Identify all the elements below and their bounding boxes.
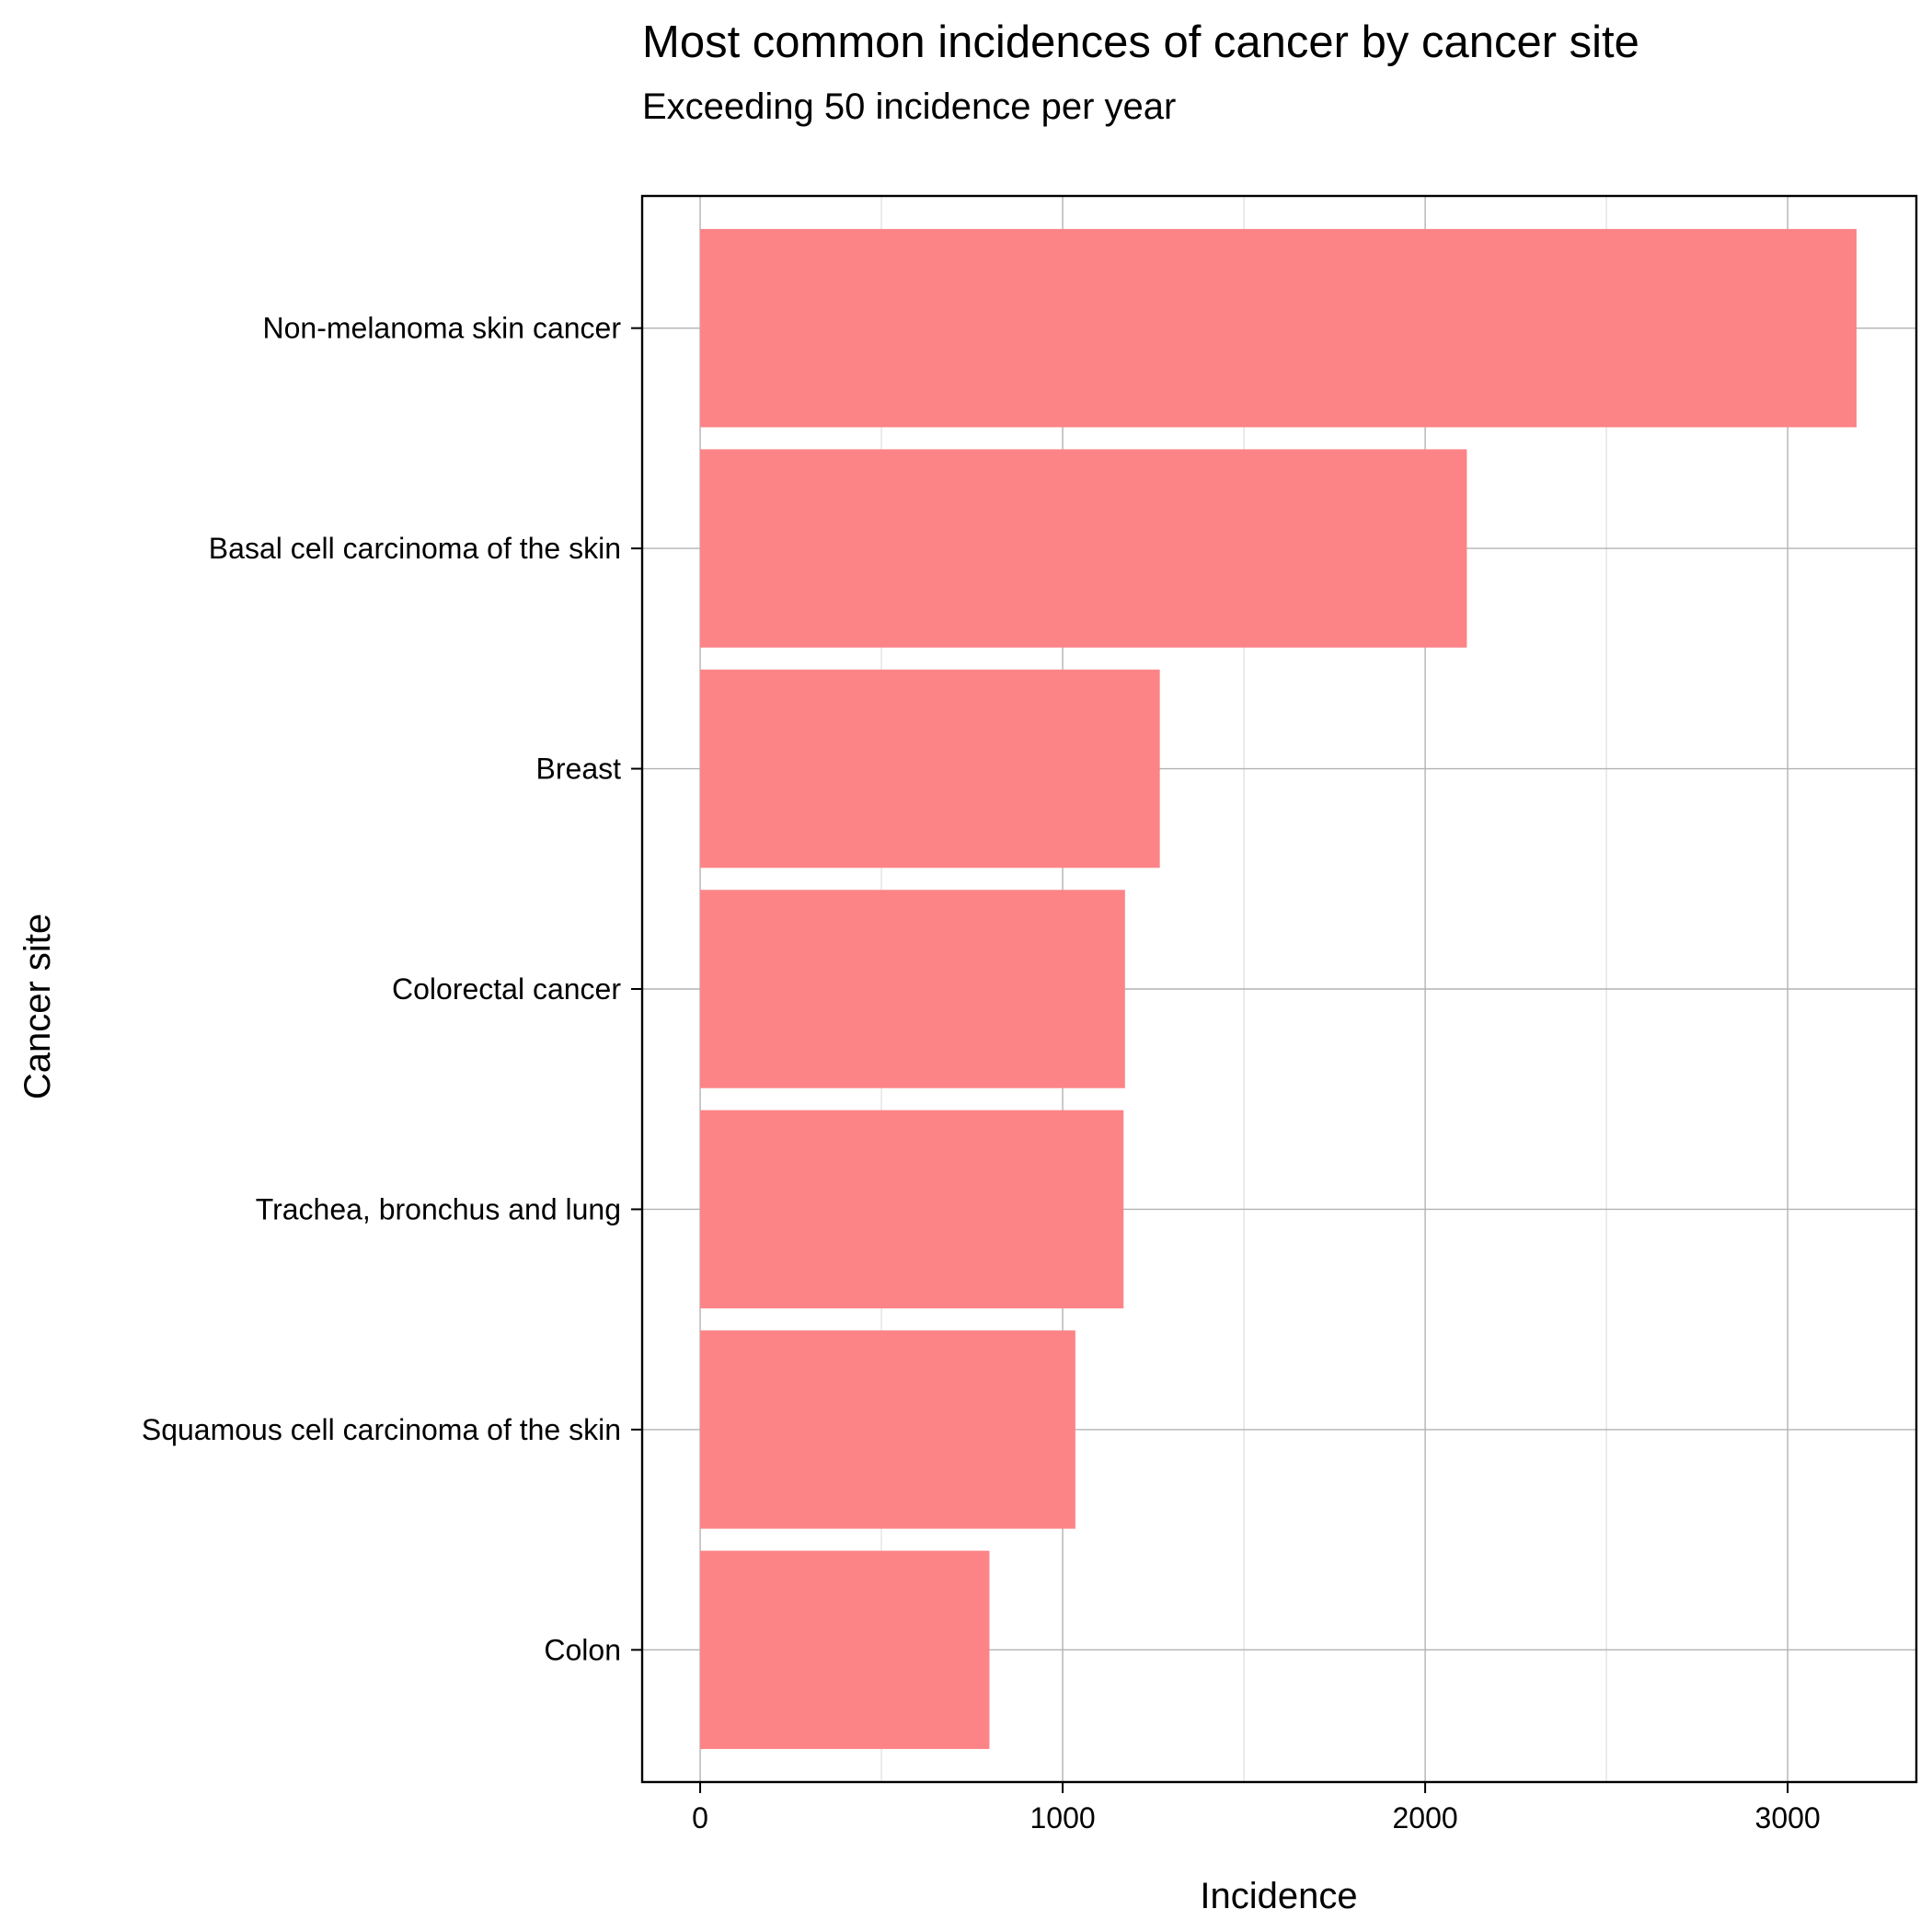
x-tick-label: 2000 [1393, 1801, 1458, 1834]
x-tick-label: 3000 [1755, 1801, 1821, 1834]
bar [700, 228, 1857, 428]
y-category-label: Non-melanoma skin cancer [263, 312, 622, 345]
y-axis-title: Cancer site [17, 914, 58, 1099]
x-axis: 0 1000 2000 3000 [692, 1801, 1821, 1834]
bar [700, 1110, 1124, 1309]
y-category-label: Colon [544, 1633, 621, 1666]
y-axis: Non-melanoma skin cancer Basal cell carci… [142, 312, 621, 1667]
x-axis-title: Incidence [1200, 1876, 1357, 1916]
y-category-label: Squamous cell carcinoma of the skin [142, 1413, 621, 1446]
x-tick-label: 0 [692, 1801, 708, 1834]
chart-subtitle: Exceeding 50 incidence per year [642, 86, 1176, 127]
y-category-label: Trachea, bronchus and lung [256, 1192, 621, 1225]
bar [700, 890, 1125, 1088]
y-category-label: Breast [536, 753, 622, 786]
chart-title: Most common incidences of cancer by canc… [642, 17, 1639, 67]
bar [700, 449, 1467, 648]
bar [700, 1330, 1075, 1529]
bars [700, 228, 1857, 1750]
bar [700, 669, 1160, 868]
y-category-label: Basal cell carcinoma of the skin [209, 532, 621, 565]
bar [700, 1550, 990, 1750]
axis-ticks [631, 327, 1789, 1793]
y-category-label: Colorectal cancer [392, 972, 621, 1006]
x-tick-label: 1000 [1029, 1801, 1095, 1834]
